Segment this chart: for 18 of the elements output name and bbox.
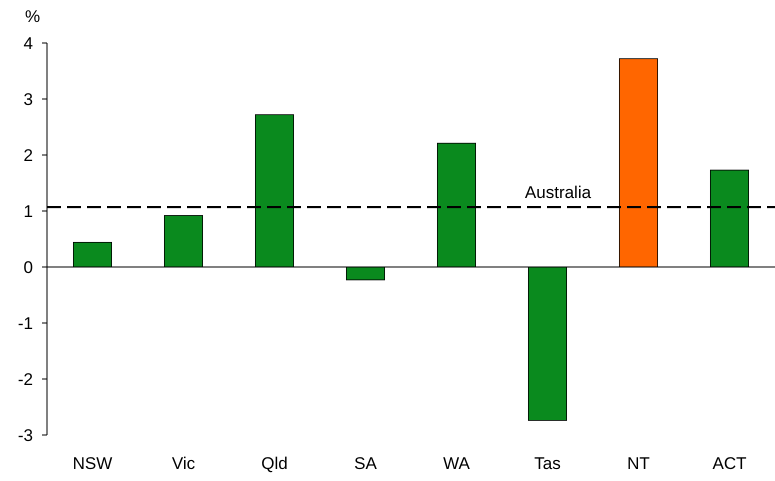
y-tick-label: 0 bbox=[24, 258, 33, 277]
y-tick-label: 3 bbox=[24, 90, 33, 109]
ref-line-label: Australia bbox=[524, 183, 592, 202]
x-tick-label: SA bbox=[354, 454, 378, 473]
y-tick-label: 2 bbox=[24, 146, 33, 165]
x-tick-label: NSW bbox=[72, 454, 112, 473]
y-axis-title: % bbox=[25, 7, 40, 26]
x-tick-label: NT bbox=[627, 454, 650, 473]
y-tick-label: -1 bbox=[18, 314, 33, 333]
x-tick-label: WA bbox=[443, 454, 471, 473]
x-tick-label: Tas bbox=[534, 454, 561, 473]
x-tick-label: Qld bbox=[261, 454, 288, 473]
y-tick-label: 1 bbox=[24, 202, 33, 221]
y-tick-label: -3 bbox=[18, 426, 33, 445]
x-tick-label: ACT bbox=[712, 454, 746, 473]
y-tick-label: -2 bbox=[18, 370, 33, 389]
x-tick-label: Vic bbox=[172, 454, 196, 473]
y-tick-label: 4 bbox=[24, 34, 33, 53]
